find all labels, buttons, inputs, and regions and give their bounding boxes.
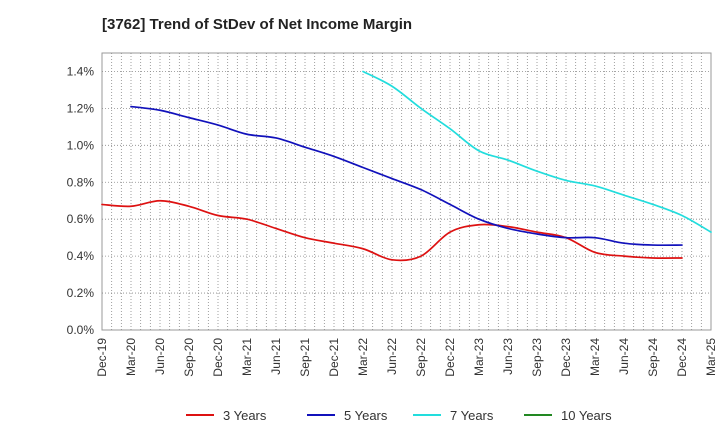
x-tick-label: Mar-24 — [588, 338, 602, 376]
x-tick-label: Jun-23 — [501, 338, 515, 375]
x-tick-label: Dec-22 — [443, 338, 457, 377]
series-line-7-years — [362, 70, 712, 233]
x-tick-label: Sep-22 — [414, 338, 428, 377]
y-tick-label: 0.0% — [67, 323, 95, 337]
x-tick-label: Mar-22 — [356, 338, 370, 376]
x-tick-label: Mar-23 — [472, 338, 486, 376]
y-tick-label: 1.0% — [67, 138, 95, 152]
x-tick-label: Jun-22 — [385, 338, 399, 375]
legend-label-7-years: 7 Years — [450, 408, 494, 423]
y-tick-label: 0.4% — [67, 249, 95, 263]
x-tick-label: Sep-24 — [646, 338, 660, 377]
legend-label-10-years: 10 Years — [561, 408, 612, 423]
x-tick-label: Sep-21 — [298, 338, 312, 377]
x-tick-label: Mar-25 — [704, 338, 718, 376]
x-tick-label: Mar-21 — [240, 338, 254, 376]
legend-label-3-years: 3 Years — [223, 408, 267, 423]
x-tick-label: Dec-21 — [327, 338, 341, 377]
x-tick-label: Dec-24 — [675, 338, 689, 377]
series-line-5-years — [130, 105, 683, 247]
x-tick-label: Jun-24 — [617, 338, 631, 375]
chart-title: [3762] Trend of StDev of Net Income Marg… — [102, 16, 413, 33]
x-tick-label: Dec-19 — [95, 338, 109, 377]
y-tick-label: 0.2% — [67, 286, 95, 300]
x-tick-label: Sep-23 — [530, 338, 544, 377]
y-tick-label: 0.6% — [67, 212, 95, 226]
x-tick-label: Sep-20 — [182, 338, 196, 377]
y-tick-label: 0.8% — [67, 175, 95, 189]
y-tick-label: 1.2% — [67, 101, 95, 115]
x-tick-label: Jun-20 — [153, 338, 167, 375]
plot-area — [101, 52, 712, 331]
x-tick-label: Mar-20 — [124, 338, 138, 376]
legend-label-5-years: 5 Years — [344, 408, 388, 423]
x-tick-label: Dec-23 — [559, 338, 573, 377]
x-tick-label: Dec-20 — [211, 338, 225, 377]
series-line-3-years — [101, 199, 683, 262]
y-tick-label: 1.4% — [67, 64, 95, 78]
x-tick-label: Jun-21 — [269, 338, 283, 375]
